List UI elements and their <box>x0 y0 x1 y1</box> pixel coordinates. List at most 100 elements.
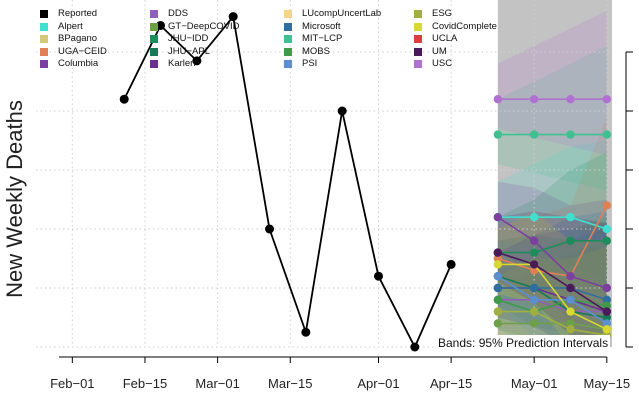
legend-item: Reported <box>40 8 107 20</box>
legend-label: USC <box>432 58 453 70</box>
legend-swatch <box>414 22 422 31</box>
legend-item: Karlen <box>150 58 240 70</box>
series-line-3 <box>497 216 608 289</box>
legend-label: UCLA <box>432 33 458 45</box>
series-line-12 <box>497 298 607 313</box>
reported-point-4 <box>265 224 275 234</box>
series-point-14-1 <box>529 307 539 316</box>
reported-point-9 <box>446 259 456 269</box>
legend-item: CovidComplete <box>414 21 497 33</box>
x-tick-label-0: Feb−01 <box>50 376 95 391</box>
legend-swatch <box>284 22 292 31</box>
legend-item: MOBS <box>284 46 381 58</box>
series-point-18-2 <box>566 95 575 104</box>
x-tick-label-5: Apr−15 <box>429 376 473 391</box>
series-point-5-0 <box>493 319 503 328</box>
band-11 <box>497 46 607 191</box>
series-point-3-2 <box>566 272 575 281</box>
reported-point-5 <box>301 327 311 337</box>
series-point-13-1 <box>529 295 539 304</box>
legend-label: GT−DeepCOVID <box>168 20 240 32</box>
legend-swatch <box>40 22 48 31</box>
legend-swatch <box>40 60 48 69</box>
legend-label: Alpert <box>58 20 83 32</box>
band-18 <box>497 10 607 156</box>
series-point-17-3 <box>602 307 612 316</box>
legend-swatch <box>150 10 158 18</box>
series-point-14-2 <box>566 325 575 334</box>
legend-column-3: ESG CovidComplete UCLA UM USC <box>414 8 497 71</box>
legend-swatch <box>284 10 292 18</box>
legend-swatch <box>150 47 158 56</box>
series-point-17-0 <box>493 248 503 257</box>
legend-label: UGA−CEID <box>58 45 107 57</box>
legend-label: CovidComplete <box>432 20 497 32</box>
x-tick-label-7: May−15 <box>583 376 631 391</box>
series-point-3-0 <box>493 213 503 222</box>
series-point-15-3 <box>602 325 612 334</box>
legend-label: BPagano <box>58 33 98 45</box>
series-point-0-2 <box>566 213 575 222</box>
legend-swatch <box>150 60 158 69</box>
series-point-0-1 <box>529 213 539 222</box>
legend-label: DDS <box>168 8 189 19</box>
series-line-0 <box>497 216 608 230</box>
x-tick-label-2: Mar−01 <box>195 376 240 391</box>
series-point-15-0 <box>493 260 503 269</box>
series-point-18-0 <box>493 95 503 104</box>
y-axis-label: New Weekly Deaths <box>2 100 28 298</box>
legend-swatch <box>150 35 158 44</box>
series-line-13 <box>497 275 608 325</box>
legend-label: LUcompUncertLab <box>302 8 382 19</box>
reported-point-1 <box>156 20 166 30</box>
series-point-18-1 <box>529 95 539 104</box>
series-point-12-0 <box>493 295 503 304</box>
legend-item: MIT−LCP <box>284 33 381 45</box>
legend-item: ESG <box>414 8 497 20</box>
series-point-11-2 <box>566 130 575 139</box>
series-point-15-2 <box>566 307 575 316</box>
legend-item: GT−DeepCOVID <box>150 21 240 33</box>
legend-label: PSI <box>302 58 318 70</box>
series-point-13-0 <box>493 272 503 281</box>
legend-item: Alpert <box>40 21 107 33</box>
legend-label: JHU−IDD <box>168 33 209 45</box>
legend-swatch <box>284 60 292 69</box>
legend-item: UM <box>414 46 497 58</box>
series-point-18-3 <box>602 95 612 104</box>
band-2 <box>497 116 607 324</box>
legend-item: UGA−CEID <box>40 46 107 58</box>
series-point-11-0 <box>493 130 503 139</box>
band-0 <box>497 140 607 286</box>
legend-item: PSI <box>284 58 381 70</box>
series-line-15 <box>497 263 608 331</box>
series-line-5 <box>497 322 607 331</box>
series-line-6 <box>497 240 607 254</box>
legend-label: Microsoft <box>302 20 341 32</box>
series-point-3-1 <box>529 236 539 245</box>
legend-swatch <box>414 47 422 56</box>
prediction-bands <box>497 10 607 347</box>
bands-note: Bands: 95% Prediction Intervals <box>436 335 611 351</box>
legend: Reported Alpert BPagano UGA−CEID Columbia DDS… <box>40 8 510 78</box>
legend-label: UM <box>432 45 447 57</box>
x-tick-label-3: Mar−15 <box>268 376 313 391</box>
series-point-10-0 <box>493 283 503 293</box>
band-14 <box>497 246 607 347</box>
legend-label: Reported <box>58 8 98 19</box>
x-tick-label-6: May−01 <box>510 376 558 391</box>
series-line-17 <box>497 251 608 313</box>
legend-swatch <box>414 35 422 44</box>
legend-item: DDS <box>150 8 240 20</box>
legend-label: ESG <box>432 8 453 19</box>
series-point-10-1 <box>529 283 539 293</box>
series-point-11-1 <box>529 130 539 139</box>
legend-item: Microsoft <box>284 21 381 33</box>
series-point-10-3 <box>602 295 612 304</box>
series-point-7-3 <box>602 313 612 322</box>
legend-item: Columbia <box>40 58 107 70</box>
band-12 <box>497 217 607 347</box>
reported-point-0 <box>119 94 129 104</box>
reported-line <box>123 14 452 350</box>
